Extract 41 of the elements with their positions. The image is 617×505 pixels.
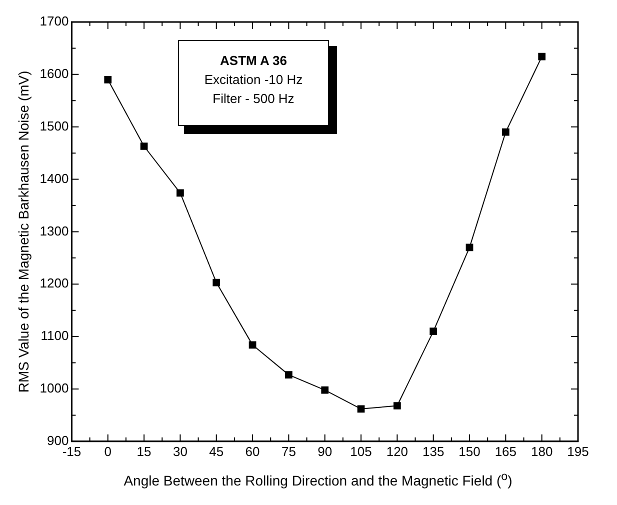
point [357, 405, 365, 413]
x-tick-label: 75 [281, 444, 296, 459]
x-tick-label: 120 [386, 444, 408, 459]
x-tick-label: 150 [458, 444, 480, 459]
x-tick-label: 105 [350, 444, 372, 459]
point [321, 386, 329, 394]
y-tick-label: 1500 [40, 118, 69, 134]
y-tick-label: 1600 [40, 66, 69, 82]
point [394, 402, 401, 410]
annotation: Excitation -10 Hz [203, 71, 304, 89]
x-tick-label: 180 [530, 444, 553, 459]
point [176, 189, 184, 197]
x-tick-label: 15 [136, 444, 152, 459]
x-tick-label: 195 [567, 444, 589, 459]
point [466, 244, 474, 252]
x-tick-label: 165 [494, 444, 517, 459]
annotation: ASTM A 36 [219, 52, 288, 70]
y-tick-label: 1700 [40, 14, 69, 29]
y-tick-label: 900 [47, 432, 69, 448]
annotation: Filter - 500 Hz [212, 90, 296, 108]
point [248, 341, 256, 349]
x-tick-label: 30 [172, 444, 188, 459]
x-tick-label: 60 [245, 444, 260, 459]
y-tick-label: 1100 [40, 328, 69, 344]
x-tick-label: 45 [209, 444, 224, 459]
point [212, 278, 220, 286]
point [104, 76, 112, 84]
point [538, 52, 546, 60]
point [430, 328, 438, 335]
point [502, 128, 510, 136]
y-tick-label: 1400 [40, 170, 69, 186]
y-tick-label: 1000 [40, 380, 69, 396]
x-tick-label: 0 [104, 444, 112, 459]
x-axis-title: Angle Between the Rolling Direction and the Magnetic Field ($^{o}$) [122, 470, 514, 489]
y-tick-label: 1200 [40, 276, 69, 291]
y-axis-title: RMS Value of the Magnetic Barkhausen Noise (mV) [15, 70, 32, 393]
point [285, 371, 292, 378]
point [140, 142, 148, 150]
y-tick-label: 1300 [40, 223, 69, 238]
x-tick-label: 90 [318, 444, 332, 459]
x-tick-label: 135 [422, 444, 444, 459]
